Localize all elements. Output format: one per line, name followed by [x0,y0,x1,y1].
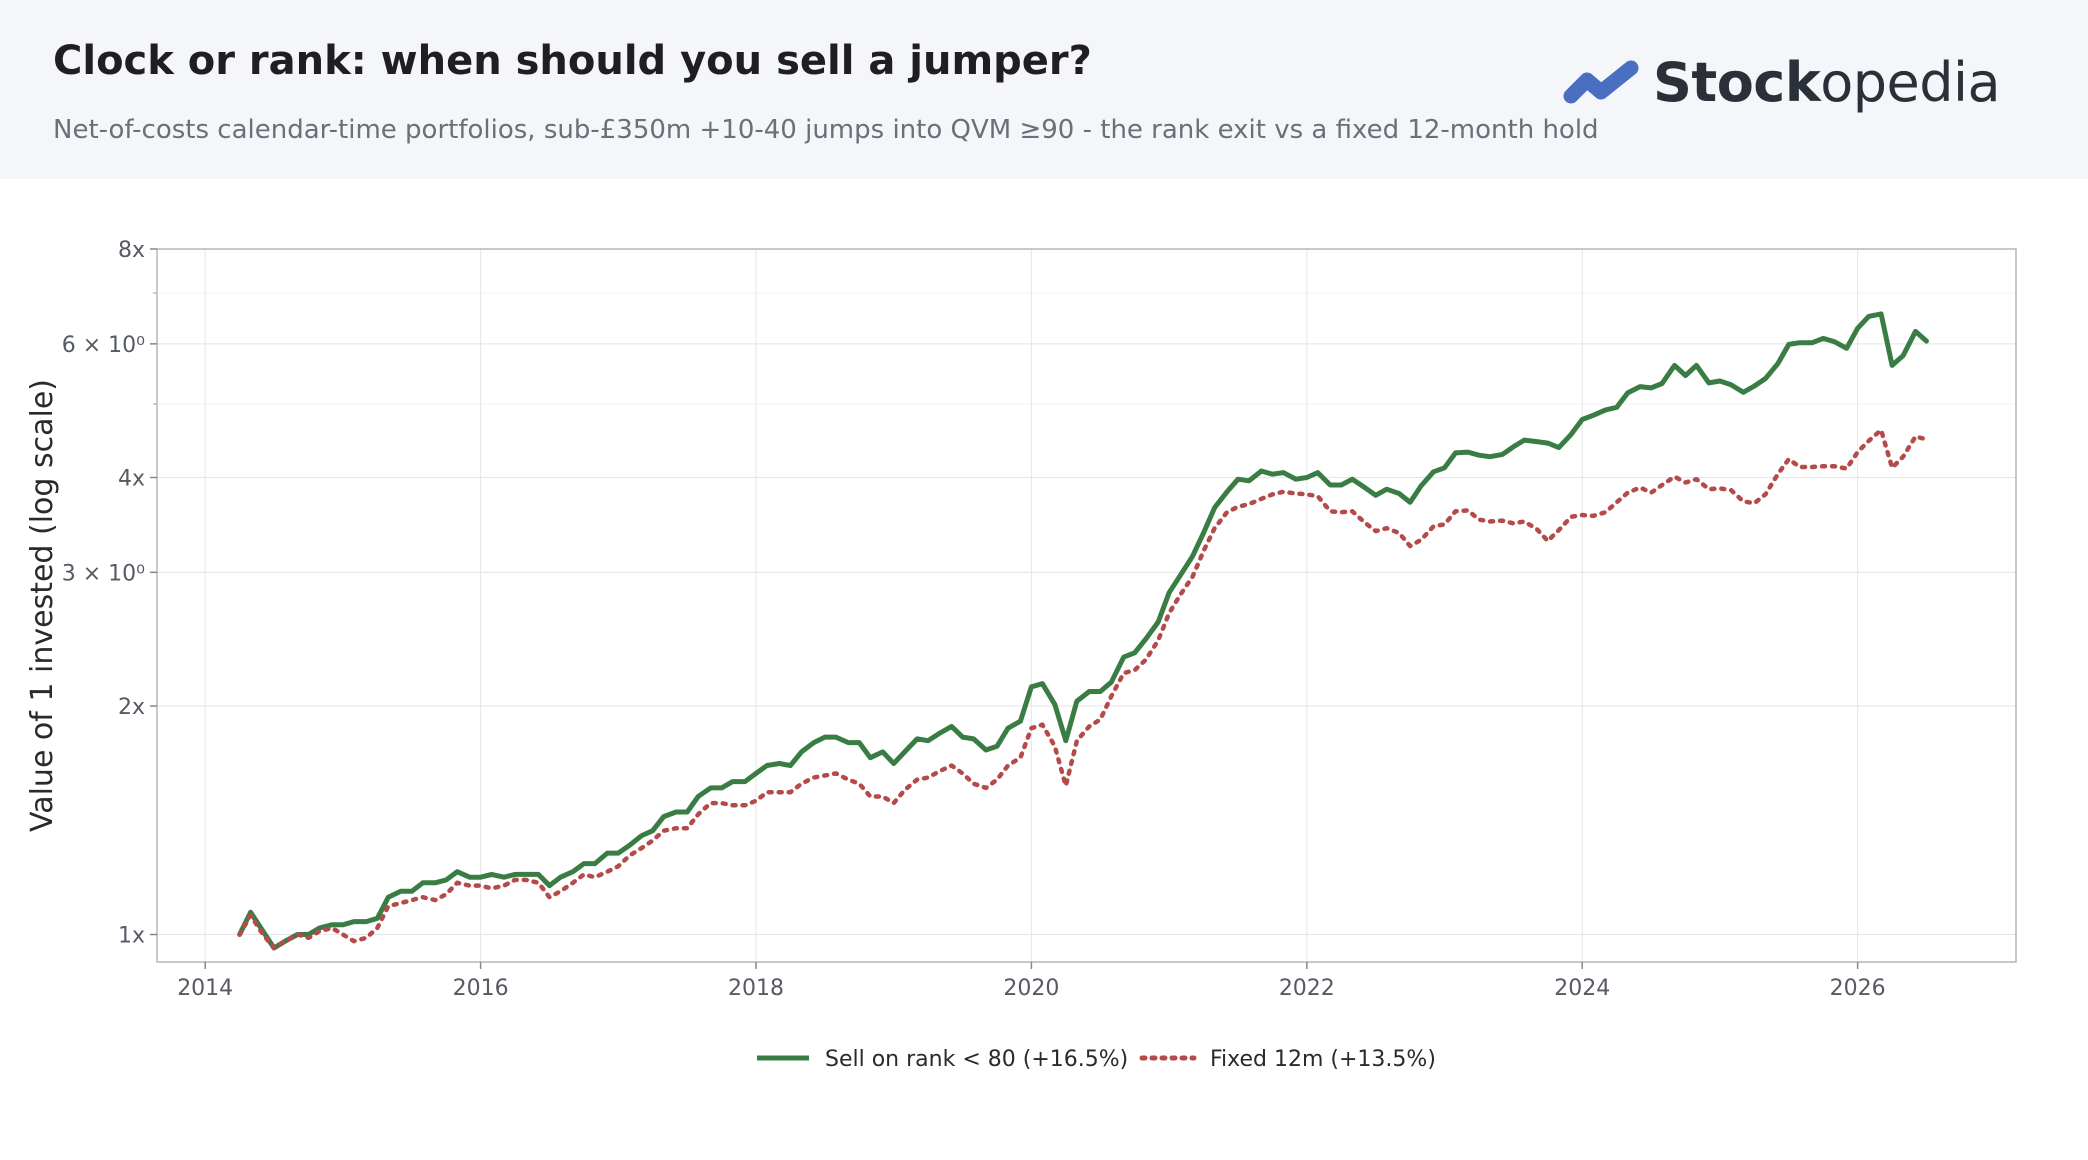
x-tick-label: 2014 [177,976,233,1001]
x-tick-label: 2020 [1003,976,1059,1001]
x-tick-label: 2018 [728,976,784,1001]
line-chart: 2014 2016 2018 2020 2022 2024 2026 1x 2x 3 × 10⁰ 4… [25,238,2017,1072]
series-line-1 [237,311,1929,951]
y-axis-title: Value of 1 invested (log scale) [25,379,60,832]
logo-wordmark: Stockopedia [1653,50,2001,114]
y-tick-label: 2x [118,695,145,720]
y-tick-label: 6 × 10⁰ [62,333,145,358]
plot-frame [156,248,2017,963]
plot-area [157,249,2016,962]
chart-title: Clock or rank: when should you sell a ju… [53,38,1092,84]
x-tick-label: 2022 [1279,976,1335,1001]
x-tick-label: 2016 [453,976,509,1001]
y-tick-label: 4x [118,467,145,492]
logo-light-text: opedia [1820,50,2001,114]
chart-header: Clock or rank: when should you sell a ju… [0,0,2088,179]
stockopedia-logo: Stockopedia [1563,50,2001,114]
legend-label-2: Fixed 12m (+13.5%) [1210,1047,1436,1072]
y-tick-label: 3 × 10⁰ [62,561,145,586]
series-line-2 [237,427,1929,951]
x-tick-label: 2026 [1830,976,1886,1001]
x-tick-label: 2024 [1554,976,1610,1001]
stockopedia-wave-icon [1563,60,1639,104]
legend-label-1: Sell on rank < 80 (+16.5%) [825,1047,1128,1072]
y-tick-label: 8x [118,238,145,263]
y-tick-label: 1x [118,924,145,949]
logo-bold-text: Stock [1653,50,1821,114]
chart-subtitle: Net-of-costs calendar-time portfolios, s… [53,115,1599,145]
